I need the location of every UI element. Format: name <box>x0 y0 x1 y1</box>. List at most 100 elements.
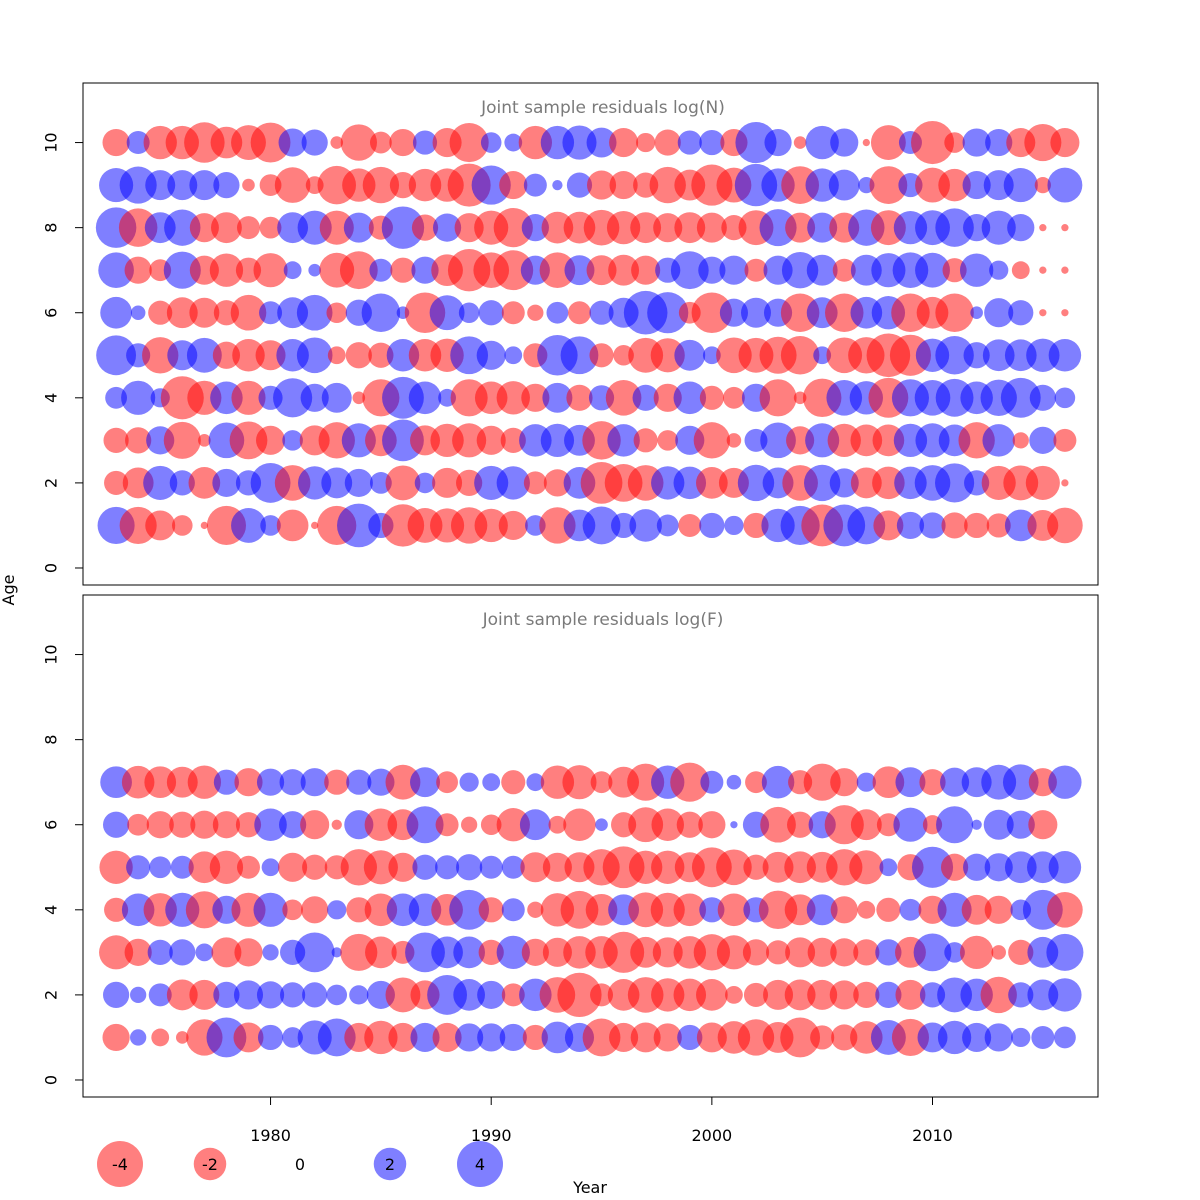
residual-bubble <box>813 346 832 365</box>
residual-bubble <box>331 819 342 830</box>
legend-bubble <box>97 1141 143 1187</box>
residual-bubble <box>142 337 179 374</box>
residual-bubble <box>163 251 201 289</box>
residual-bubble <box>389 128 417 157</box>
residual-bubble <box>211 937 242 968</box>
residual-bubble <box>311 521 319 530</box>
residual-bubble <box>1061 479 1069 487</box>
residual-bubble <box>678 513 702 537</box>
residual-bubble <box>145 510 176 541</box>
residual-bubble <box>213 981 240 1009</box>
residual-bubble <box>726 433 742 448</box>
residual-bubble <box>349 985 369 1005</box>
residual-bubble <box>412 854 438 880</box>
residual-bubble <box>935 293 974 332</box>
residual-bubble <box>915 252 950 288</box>
residual-bubble <box>830 768 859 797</box>
y-tick-label: 8 <box>42 735 61 745</box>
residual-bubble <box>723 386 745 409</box>
residual-bubble <box>726 774 742 790</box>
residual-bubble <box>629 509 662 542</box>
residual-bubble <box>730 821 738 829</box>
residual-bubble <box>236 216 260 240</box>
residual-bubble <box>273 378 313 418</box>
residual-bubble <box>895 979 926 1010</box>
residual-bubble <box>1004 851 1037 884</box>
y-tick-label: 10 <box>42 132 61 152</box>
residual-bubble <box>670 251 709 290</box>
legend-label: -2 <box>202 1155 218 1174</box>
residual-bubble <box>1039 224 1047 232</box>
residual-bubble <box>674 212 706 244</box>
residual-bubble <box>896 511 925 540</box>
residual-bubble <box>527 304 544 321</box>
residual-bubble <box>301 896 329 924</box>
residual-bubble <box>1002 764 1039 801</box>
residual-bubble <box>340 124 377 161</box>
residual-bubble <box>406 806 444 844</box>
x-tick-label: 2010 <box>912 1126 953 1145</box>
residual-bubble <box>590 983 614 1007</box>
residual-bubble <box>198 434 211 447</box>
residual-bubble <box>983 809 1014 840</box>
residual-bubble <box>145 170 176 201</box>
residual-bubble <box>476 425 506 455</box>
residual-bubble <box>369 258 393 282</box>
residual-bubble <box>566 172 593 198</box>
residual-bubble <box>317 1018 356 1057</box>
residual-bubble <box>175 1031 189 1044</box>
residual-bubble <box>653 1023 682 1052</box>
residual-bubble <box>759 209 797 247</box>
residual-bubble <box>124 256 152 284</box>
residual-bubble <box>1048 978 1082 1012</box>
residual-bubble <box>186 337 222 373</box>
residual-bubble <box>699 897 725 923</box>
residual-bubble <box>737 1019 775 1056</box>
residual-bubble <box>716 849 752 886</box>
residual-bubble <box>893 807 928 842</box>
residual-bubble <box>103 427 129 453</box>
residual-bubble <box>609 128 639 158</box>
residual-bubble <box>691 292 733 333</box>
residual-bubble <box>787 811 814 838</box>
y-tick-label: 8 <box>42 223 61 233</box>
residual-bubble <box>984 895 1013 924</box>
residual-bubble <box>230 294 267 331</box>
residual-bubble <box>603 931 645 973</box>
residual-bubble <box>763 979 794 1010</box>
residual-bubble <box>743 512 769 539</box>
residual-bubble <box>541 211 574 244</box>
residual-bubble <box>785 212 816 243</box>
residual-bubble <box>1061 309 1069 317</box>
residual-bubble <box>169 811 196 838</box>
residual-bubble <box>229 421 268 460</box>
residual-bubble <box>408 381 442 415</box>
residual-bubble <box>471 165 511 205</box>
residual-bubble <box>339 251 378 290</box>
residual-bubble <box>913 933 952 972</box>
residual-bubble <box>496 381 530 415</box>
residual-bubble <box>1004 509 1037 542</box>
legend-bubble <box>457 1141 503 1187</box>
residual-bubble <box>435 813 459 837</box>
residual-bubble <box>296 337 333 374</box>
residual-bubble <box>876 897 901 922</box>
legend-bubble <box>193 1147 227 1181</box>
residual-bubble <box>959 253 994 287</box>
y-tick-label: 4 <box>42 393 61 403</box>
residual-bubble <box>984 853 1013 882</box>
residual-bubble <box>189 979 220 1010</box>
residual-bubble <box>1054 387 1076 409</box>
residual-bubble <box>185 891 223 929</box>
residual-bubble <box>590 771 613 794</box>
residual-bubble <box>327 900 347 920</box>
residual-bubble <box>807 979 838 1010</box>
residual-bubble <box>875 981 902 1009</box>
residual-bubble <box>829 468 859 498</box>
residual-bubble <box>206 1017 247 1058</box>
residual-bubble <box>700 770 724 794</box>
residual-bubble <box>935 463 975 503</box>
residual-bubble <box>650 338 685 373</box>
residual-bubble <box>256 981 285 1009</box>
residual-bubble <box>586 127 617 158</box>
